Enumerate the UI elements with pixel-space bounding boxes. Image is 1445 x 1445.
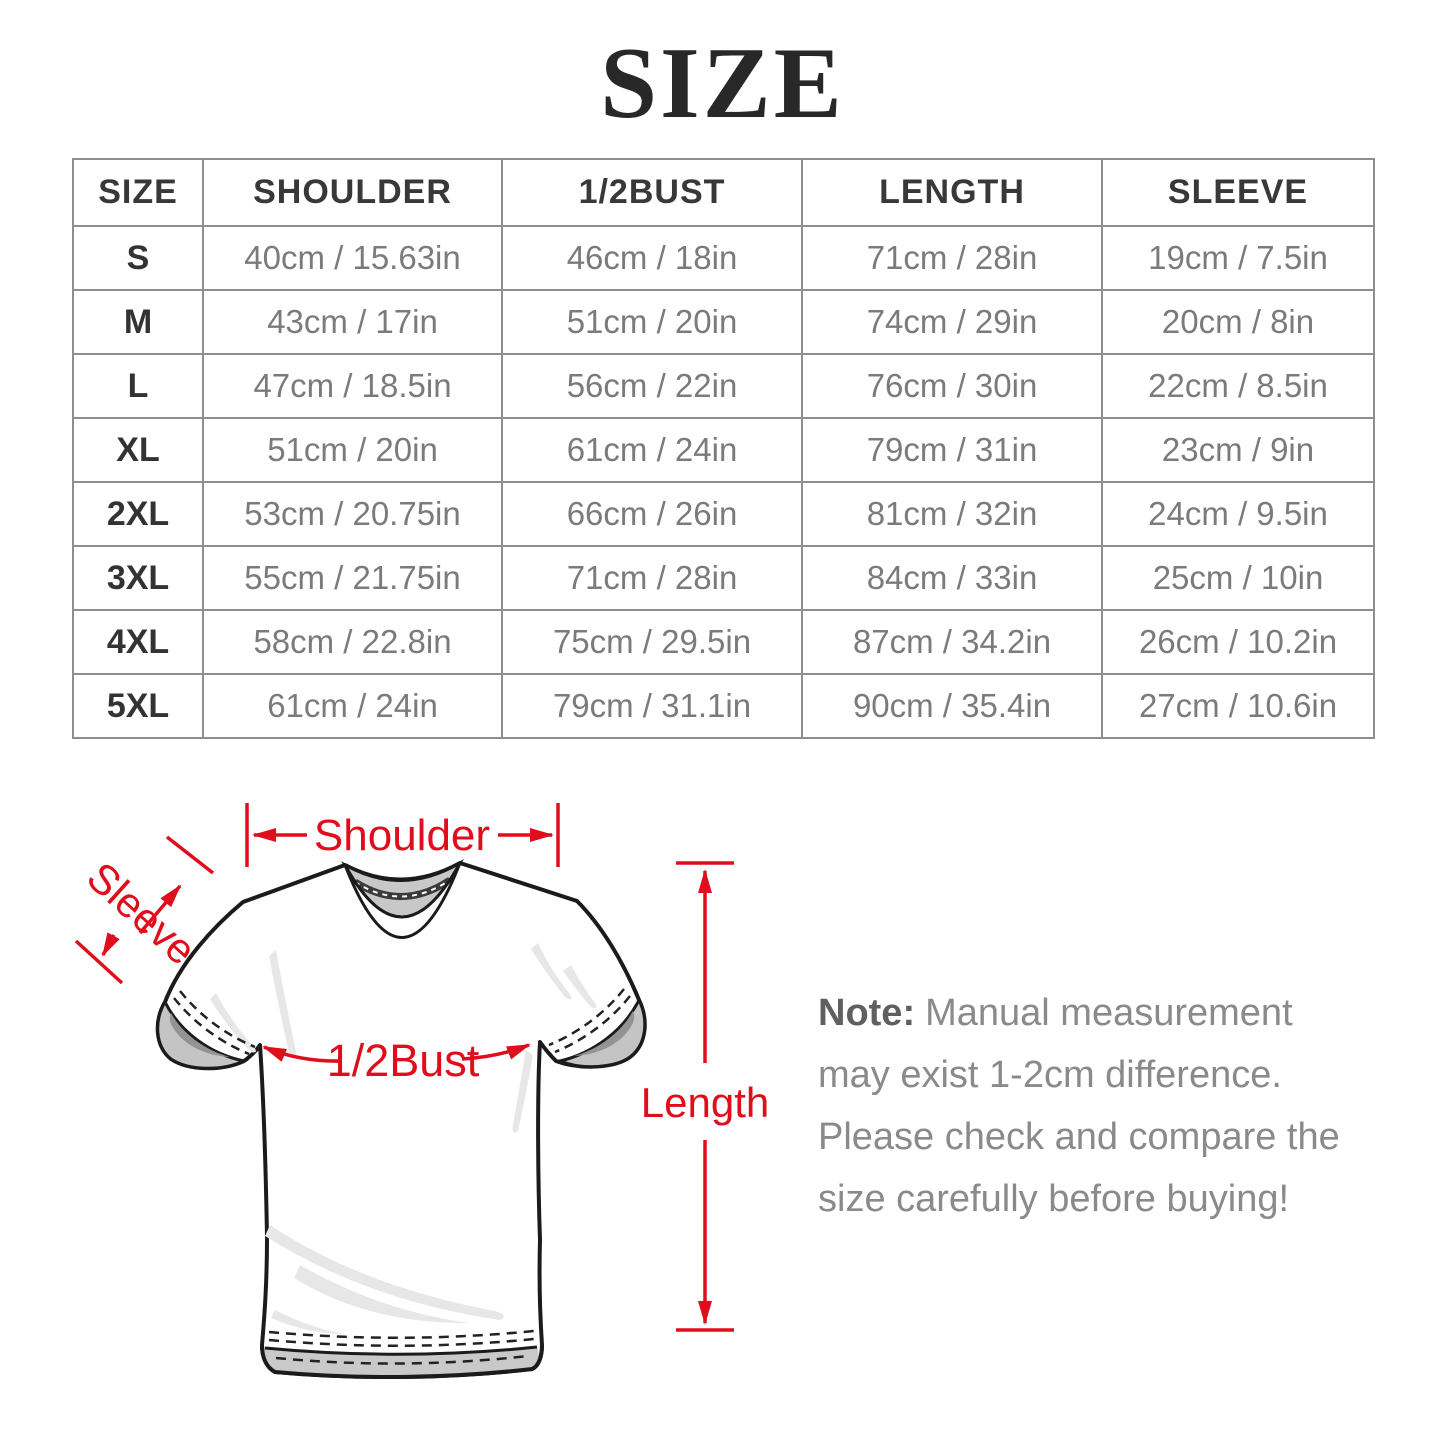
cell-size: 5XL [72, 673, 204, 739]
cell-size: S [72, 225, 204, 291]
left-cuff-stitches [173, 990, 256, 1056]
tshirt-outline [155, 861, 647, 1380]
bust-label: 1/2Bust [327, 1035, 480, 1086]
cell-sleeve: 23cm / 9in [1101, 417, 1375, 483]
cell-shoulder: 47cm / 18.5in [202, 353, 503, 419]
cell-size: 2XL [72, 481, 204, 547]
cell-length: 90cm / 35.4in [801, 673, 1103, 739]
cell-size: 4XL [72, 609, 204, 675]
cell-sleeve: 26cm / 10.2in [1101, 609, 1375, 675]
table-header-row: SIZE SHOULDER 1/2BUST LENGTH SLEEVE [72, 158, 1375, 227]
header-shoulder: SHOULDER [202, 158, 503, 227]
dimension-lines [74, 803, 734, 1332]
right-cuff-opening [555, 996, 647, 1069]
size-table: SIZE SHOULDER 1/2BUST LENGTH SLEEVE S 40… [72, 158, 1375, 739]
table-row: XL 51cm / 20in 61cm / 24in 79cm / 31in 2… [72, 417, 1375, 483]
cell-bust: 75cm / 29.5in [501, 609, 803, 675]
collar-stitch-dashes [354, 879, 451, 898]
table-row: 2XL 53cm / 20.75in 66cm / 26in 81cm / 32… [72, 481, 1375, 547]
cell-length: 84cm / 33in [801, 545, 1103, 611]
header-bust: 1/2BUST [501, 158, 803, 227]
cell-size: XL [72, 417, 204, 483]
left-cuff-shadow [169, 1013, 230, 1057]
table-row: S 40cm / 15.63in 46cm / 18in 71cm / 28in… [72, 225, 1375, 291]
cell-shoulder: 53cm / 20.75in [202, 481, 503, 547]
table-row: 3XL 55cm / 21.75in 71cm / 28in 84cm / 33… [72, 545, 1375, 611]
cell-bust: 66cm / 26in [501, 481, 803, 547]
cell-shoulder: 55cm / 21.75in [202, 545, 503, 611]
hem-stitches [268, 1329, 535, 1365]
cell-bust: 61cm / 24in [501, 417, 803, 483]
sleeve-label: Sleeve [78, 853, 205, 974]
right-cuff-stitches [548, 988, 631, 1054]
table-row: M 43cm / 17in 51cm / 20in 74cm / 29in 20… [72, 289, 1375, 355]
sleeve-tick-lower [74, 939, 124, 985]
cell-length: 76cm / 30in [801, 353, 1103, 419]
hem-fold-line [264, 1345, 538, 1356]
cell-length: 79cm / 31in [801, 417, 1103, 483]
cell-shoulder: 43cm / 17in [202, 289, 503, 355]
length-label: Length [641, 1079, 769, 1126]
header-size: SIZE [72, 158, 204, 227]
header-length: LENGTH [801, 158, 1103, 227]
cell-bust: 46cm / 18in [501, 225, 803, 291]
cell-shoulder: 58cm / 22.8in [202, 609, 503, 675]
note-text: Note: Manual measurement may exist 1-2cm … [818, 982, 1366, 1230]
left-cuff-opening [156, 998, 249, 1070]
sleeve-arrow-down [101, 932, 120, 957]
note-body: Manual measurement may exist 1-2cm diffe… [818, 992, 1340, 1220]
cell-sleeve: 22cm / 8.5in [1101, 353, 1375, 419]
cell-shoulder: 61cm / 24in [202, 673, 503, 739]
cell-length: 74cm / 29in [801, 289, 1103, 355]
cell-length: 71cm / 28in [801, 225, 1103, 291]
cell-sleeve: 19cm / 7.5in [1101, 225, 1375, 291]
cell-shoulder: 40cm / 15.63in [202, 225, 503, 291]
right-cuff-shadow [574, 1011, 635, 1056]
cell-length: 81cm / 32in [801, 481, 1103, 547]
bust-arrow-left [262, 1045, 343, 1063]
note-label: Note: [818, 992, 916, 1034]
sleeve-arrow-up [138, 884, 182, 935]
cell-sleeve: 25cm / 10in [1101, 545, 1375, 611]
table-row: 5XL 61cm / 24in 79cm / 31.1in 90cm / 35.… [72, 673, 1375, 739]
tshirt-measurement-diagram: Shoulder Length 1/2Bust Sleeve [70, 795, 770, 1415]
header-sleeve: SLEEVE [1101, 158, 1375, 227]
cell-bust: 51cm / 20in [501, 289, 803, 355]
hem-underside [264, 1347, 539, 1378]
cell-sleeve: 24cm / 9.5in [1101, 481, 1375, 547]
cell-sleeve: 27cm / 10.6in [1101, 673, 1375, 739]
cell-length: 87cm / 34.2in [801, 609, 1103, 675]
hem-bottom-outline [260, 1344, 544, 1380]
cell-size: M [72, 289, 204, 355]
page-title: SIZE [600, 27, 845, 140]
table-row: L 47cm / 18.5in 56cm / 22in 76cm / 30in … [72, 353, 1375, 419]
cell-size: L [72, 353, 204, 419]
bust-arrow-right [461, 1043, 531, 1061]
cell-size: 3XL [72, 545, 204, 611]
sleeve-tick-upper [165, 835, 215, 875]
cell-bust: 56cm / 22in [501, 353, 803, 419]
fabric-wrinkles [210, 943, 597, 1334]
cell-bust: 79cm / 31.1in [501, 673, 803, 739]
table-row: 4XL 58cm / 22.8in 75cm / 29.5in 87cm / 3… [72, 609, 1375, 675]
cell-bust: 71cm / 28in [501, 545, 803, 611]
collar-rib-band [343, 862, 462, 939]
shoulder-label: Shoulder [314, 811, 490, 860]
cell-shoulder: 51cm / 20in [202, 417, 503, 483]
cell-sleeve: 20cm / 8in [1101, 289, 1375, 355]
